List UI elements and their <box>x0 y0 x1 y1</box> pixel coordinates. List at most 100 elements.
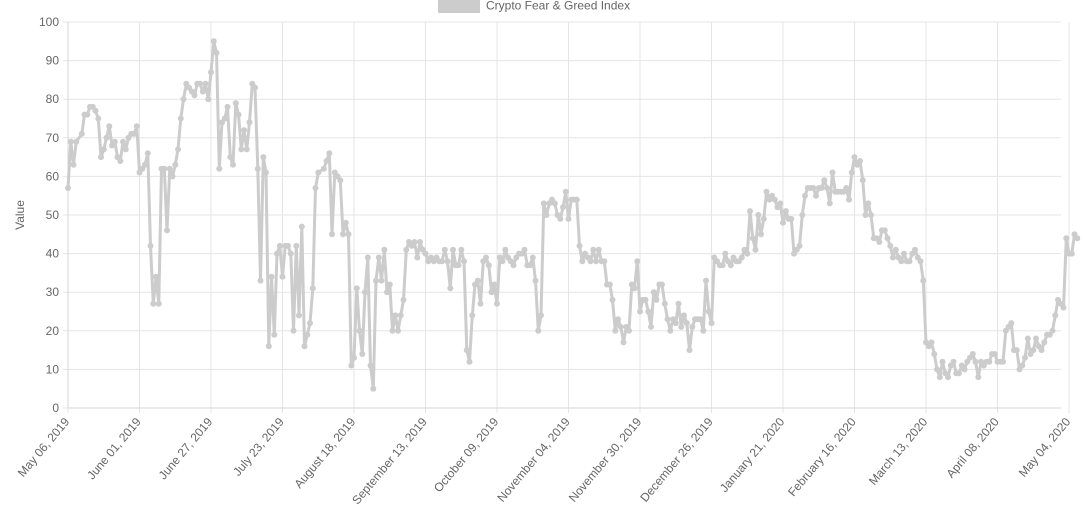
data-point <box>843 185 850 191</box>
data-point <box>274 250 280 257</box>
y-tick-label: 100 <box>39 15 59 29</box>
data-point <box>551 200 558 207</box>
legend-label[interactable]: Crypto Fear & Greed Index <box>486 0 630 13</box>
data-point <box>945 374 951 381</box>
legend-swatch[interactable] <box>438 0 480 13</box>
data-point <box>362 289 368 296</box>
data-point <box>293 242 300 249</box>
data-point <box>213 49 220 56</box>
data-point <box>320 165 327 172</box>
data-point <box>161 165 168 172</box>
data-point <box>351 354 357 361</box>
y-tick-label: 50 <box>46 208 60 222</box>
data-point <box>700 327 707 334</box>
x-tick-label: August 18, 2019 <box>291 415 358 491</box>
data-point <box>645 308 652 315</box>
data-point <box>164 227 170 234</box>
data-point <box>650 289 657 296</box>
data-point <box>752 246 759 253</box>
data-point <box>67 138 74 145</box>
data-point <box>411 239 418 245</box>
data-point <box>884 235 891 242</box>
x-tick-label: March 13, 2020 <box>866 415 931 488</box>
data-point <box>917 258 924 265</box>
data-point <box>1041 339 1048 346</box>
data-point <box>749 235 756 242</box>
data-point <box>142 161 148 168</box>
data-point <box>1013 347 1020 354</box>
data-point <box>309 285 316 292</box>
axes: 0 10 20 30 40 50 60 70 80 90 100 May 06, 2019 June 0… <box>15 15 1074 507</box>
x-tick-label: June 27, 2019 <box>156 415 216 483</box>
data-point <box>122 146 129 153</box>
data-point <box>400 296 407 303</box>
data-point <box>664 316 671 323</box>
data-point <box>150 300 157 307</box>
data-point <box>799 212 806 218</box>
data-point <box>337 177 344 184</box>
data-point <box>617 323 624 330</box>
data-point <box>672 320 679 327</box>
data-point <box>191 92 198 99</box>
data-point <box>661 300 668 307</box>
data-point <box>260 154 267 161</box>
data-point <box>238 146 245 153</box>
y-tick-label: 30 <box>46 285 60 299</box>
data-point <box>956 370 962 377</box>
data-point <box>117 158 124 164</box>
data-point <box>381 246 388 253</box>
data-point <box>386 281 393 288</box>
data-point <box>782 208 789 215</box>
data-point <box>609 296 616 303</box>
data-point <box>675 300 682 307</box>
data-point <box>1074 235 1081 242</box>
data-point <box>848 169 855 176</box>
data-point <box>395 327 401 334</box>
y-tick-label: 40 <box>46 247 60 261</box>
data-point <box>450 246 456 253</box>
data-point <box>821 177 828 184</box>
data-point <box>521 246 528 253</box>
data-point <box>169 173 176 180</box>
data-point <box>1024 335 1031 342</box>
data-point <box>243 146 250 153</box>
data-point <box>565 215 572 222</box>
data-point <box>755 212 762 218</box>
data-point <box>364 254 371 261</box>
data-point <box>414 254 421 261</box>
legend[interactable]: Crypto Fear & Greed Index <box>438 0 630 13</box>
x-tick-label: November 30, 2019 <box>566 415 645 505</box>
data-point <box>392 312 399 319</box>
data-point <box>210 38 217 45</box>
data-point <box>934 366 940 373</box>
data-point <box>758 231 764 238</box>
data-point <box>359 351 366 357</box>
data-point <box>705 308 712 315</box>
data-point <box>540 200 547 207</box>
y-axis-title: Value <box>13 200 27 230</box>
data-point <box>378 277 385 284</box>
data-point <box>562 188 569 195</box>
data-point <box>444 258 451 265</box>
data-point <box>538 312 544 319</box>
data-point <box>1063 235 1070 242</box>
x-tick-label: May 06, 2019 <box>15 415 73 480</box>
data-point <box>70 161 77 168</box>
data-point <box>329 231 335 238</box>
data-point <box>312 185 319 191</box>
data-point <box>810 185 817 191</box>
data-point <box>1049 327 1056 334</box>
data-point <box>818 185 825 191</box>
x-tick-label: September 13, 2019 <box>349 415 430 508</box>
data-point <box>106 123 113 130</box>
data-point <box>579 258 586 265</box>
data-point <box>738 254 745 261</box>
data-point <box>384 289 390 296</box>
data-point <box>1008 320 1015 327</box>
data-point <box>370 385 377 392</box>
data-point <box>683 320 690 327</box>
data-point <box>241 127 247 134</box>
data-point <box>1033 335 1039 342</box>
data-point <box>216 165 223 172</box>
